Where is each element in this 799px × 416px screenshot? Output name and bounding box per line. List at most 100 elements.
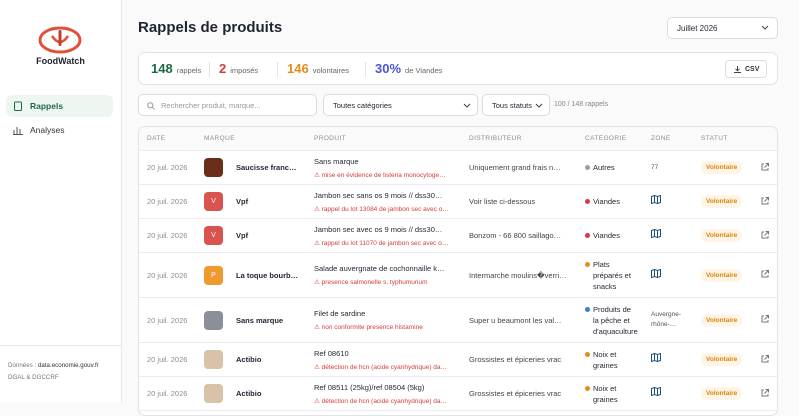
category: Viandes: [593, 231, 620, 240]
table-row[interactable]: 20 juil. 2026 P La toque bourb… Salade auve…: [139, 253, 777, 298]
brand-icon: V: [204, 192, 223, 211]
category: Plats préparés et snacks: [593, 259, 631, 291]
stat-label: de Viandes: [405, 66, 443, 75]
category-cell: Noix et graines: [577, 349, 643, 371]
nav-label: Analyses: [30, 125, 65, 135]
brand: Sans marque: [236, 315, 284, 325]
search-box[interactable]: Rechercher produit, marque...: [138, 94, 317, 116]
open-link[interactable]: [753, 354, 777, 365]
brand-icon: [204, 384, 223, 403]
stats-card: CSV 148 rappels 2 imposés 146 volontaires 30% d…: [138, 52, 778, 85]
column-header: PRODUIT: [314, 135, 347, 142]
brand: La toque bourb…: [236, 270, 299, 280]
table-row[interactable]: 20 juil. 2026 V Vpf Jambon sec sans os 9 mo…: [139, 185, 777, 219]
zone-map-icon[interactable]: [643, 387, 693, 400]
open-link[interactable]: [753, 162, 777, 173]
footer-link[interactable]: data.economie.gouv.fr: [37, 362, 99, 369]
zone-map-icon[interactable]: [643, 353, 693, 366]
open-link[interactable]: [753, 270, 777, 280]
product-cell: Filet de sardine non conformite presence …: [306, 309, 461, 331]
distributor: Uniquement grand frais n…: [469, 163, 561, 172]
status-badge: Volontaire: [701, 195, 743, 208]
stat-value: 148: [151, 61, 173, 76]
product: Sans marque: [314, 156, 359, 166]
open-link[interactable]: [753, 388, 777, 399]
distributor: Grossistes et épiceries vrac: [469, 355, 562, 364]
table-row[interactable]: 20 juil. 2026 Actibio Ref 08610 détection d…: [139, 343, 777, 377]
column-header: MARQUE: [204, 135, 235, 142]
brand-icon: V: [204, 226, 223, 245]
open-link[interactable]: [753, 196, 777, 207]
category-label: Toutes catégories: [333, 101, 392, 110]
column-header: DISTRIBUTEUR: [469, 135, 522, 142]
zone: Auvergne-rhône-…: [651, 311, 681, 328]
zone-map-icon[interactable]: [643, 268, 693, 282]
stat-label: imposés: [230, 66, 259, 75]
open-link[interactable]: [753, 230, 777, 241]
sidebar: FoodWatch Rappels Analyses Données : dat…: [0, 0, 122, 403]
distributor: Grossistes et épiceries vrac: [469, 389, 562, 398]
page-title: Rappels de produits: [138, 19, 283, 36]
zone-map-icon[interactable]: [643, 195, 693, 208]
brand-icon: [204, 310, 223, 330]
category: Produits de la pêche et d'aquaculture: [593, 304, 638, 336]
category-select[interactable]: Toutes catégories: [323, 94, 478, 116]
table-header: DATE MARQUE PRODUIT DISTRIBUTEUR CATÉGORIE ZO…: [139, 127, 777, 151]
separator: [365, 62, 366, 77]
category-cell: Viandes: [577, 230, 643, 241]
open-link[interactable]: [753, 315, 777, 325]
brand: Actibio: [236, 355, 262, 364]
category-dot: [585, 385, 590, 391]
table-row[interactable]: 20 juil. 2026 Actibio Ref 08511 (25kg)/ref…: [139, 377, 777, 411]
month-select[interactable]: Juillet 2026: [667, 17, 778, 39]
date: 20 juil. 2026: [147, 315, 188, 325]
zone-map-icon[interactable]: [643, 229, 693, 242]
table-row[interactable]: 20 juil. 2026 Saucisse franc… Sans marque m…: [139, 151, 777, 185]
footer: Données : data.economie.gouv.fr DGAL & D…: [0, 345, 121, 398]
main: Rappels de produits Juillet 2026 CSV 148…: [122, 0, 799, 416]
status-label: Tous statuts: [492, 101, 533, 110]
date: 20 juil. 2026: [147, 197, 188, 206]
stat-label: volontaires: [312, 66, 349, 75]
distributor: Super u beaumont les val…: [469, 315, 562, 325]
nav-label: Rappels: [30, 101, 64, 111]
category: Noix et graines: [593, 383, 618, 404]
table-row[interactable]: 20 juil. 2026 Sans marque Filet de sardine…: [139, 298, 777, 343]
category-dot: [585, 199, 590, 204]
brand-cell: P: [196, 265, 228, 285]
logo-text: FoodWatch: [36, 56, 85, 66]
result-count: 100 / 148 rappels: [554, 101, 609, 108]
product-cell: Ref 08610 détection de hcn (acide cyanhyd…: [306, 349, 461, 371]
category-cell: Produits de la pêche et d'aquaculture: [577, 304, 643, 337]
status-cell: Volontaire: [693, 268, 753, 282]
product-cell: Sans marque mise en évidence de listeria …: [306, 157, 461, 179]
date: 20 juil. 2026: [147, 163, 188, 172]
separator: [209, 62, 210, 77]
status-select[interactable]: Tous statuts: [482, 94, 550, 116]
stat-value: 2: [219, 61, 227, 76]
reason: rappel du lot 11070 de jambon sec avec o…: [314, 239, 453, 247]
recall-table: DATE MARQUE PRODUIT DISTRIBUTEUR CATÉGORIE ZO…: [138, 126, 778, 416]
date: 20 juil. 2026: [147, 389, 188, 398]
stat: 148 rappels: [151, 61, 201, 76]
nav-item[interactable]: Analyses: [6, 119, 113, 141]
zone: 77: [651, 163, 659, 171]
stat-value: 146: [287, 61, 309, 76]
product: Jambon sec sans os 9 mois // dss30…: [314, 190, 443, 200]
stat-value: 30%: [375, 61, 402, 76]
product-cell: Salade auvergnate de cochonnaille k… pres…: [306, 264, 461, 286]
brand-cell: V: [196, 226, 228, 245]
search-placeholder: Rechercher produit, marque...: [161, 101, 261, 110]
status-cell: Volontaire: [693, 387, 753, 400]
nav-item[interactable]: Rappels: [6, 95, 113, 117]
product-cell: Jambon sec avec os 9 mois // dss30… rappe…: [306, 225, 461, 247]
status-cell: Volontaire: [693, 353, 753, 366]
csv-button[interactable]: CSV: [725, 60, 767, 78]
brand: Saucisse franc…: [236, 163, 297, 172]
category-dot: [585, 306, 590, 312]
brand-cell: [196, 158, 228, 177]
table-row[interactable]: 20 juil. 2026 V Vpf Jambon sec avec os 9 mo…: [139, 219, 777, 253]
status-badge: Volontaire: [701, 268, 743, 282]
column-header: STATUT: [701, 135, 728, 142]
product-cell: Ref 08511 (25kg)/ref 08504 (5kg) détectio…: [306, 383, 461, 405]
